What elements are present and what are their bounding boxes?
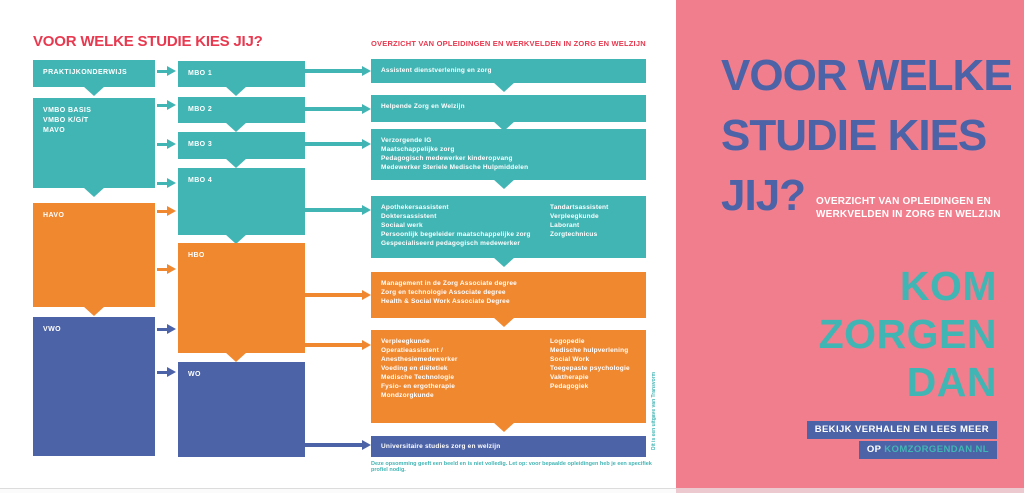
programs-column-header: OVERZICHT VAN OPLEIDINGEN EN WERKVELDEN … xyxy=(371,39,646,48)
arrow-havo-to-hbo xyxy=(157,264,176,274)
program-list-left: Verpleegkunde Operatieassistent / Anesth… xyxy=(381,338,458,399)
level-box-mbo2: MBO 2 xyxy=(178,97,305,132)
down-pointer-icon xyxy=(225,352,247,362)
level-box-mbo3: MBO 3 xyxy=(178,132,305,168)
down-pointer-icon xyxy=(225,158,247,168)
arrowhead-icon xyxy=(362,204,371,215)
program-list: Assistent dienstverlening en zorg xyxy=(381,67,492,74)
cta-url-prefix: OP xyxy=(866,444,885,455)
arrow-havo-to-mbo4 xyxy=(157,206,176,216)
down-pointer-icon xyxy=(225,86,247,96)
program-box-wo: Universitaire studies zorg en welzijn xyxy=(371,436,646,457)
level-box-label: HBO xyxy=(188,252,205,259)
arrowhead-icon xyxy=(167,324,176,334)
level-box-hbo: HBO xyxy=(178,243,305,362)
arrowhead-icon xyxy=(167,264,176,274)
connector-mbo4-programs xyxy=(305,204,371,215)
arrowhead-icon xyxy=(167,100,176,110)
level-box-label: MBO 1 xyxy=(188,70,213,77)
website-link[interactable]: KOMZORGENDAN.NL xyxy=(884,444,989,455)
program-list: Universitaire studies zorg en welzijn xyxy=(381,443,501,450)
down-pointer-icon xyxy=(493,422,515,432)
down-pointer-icon xyxy=(83,187,105,197)
level-box-mbo4: MBO 4 xyxy=(178,168,305,244)
connector-mbo1-programs xyxy=(305,65,371,76)
publisher-credit: Dit is een uitgave van Transvorm xyxy=(651,371,657,450)
school-box-label: PRAKTIJKONDERWIJS xyxy=(43,69,128,76)
arrow-vwo-to-wo xyxy=(157,367,176,377)
down-pointer-icon xyxy=(493,121,515,131)
school-box-label: VWO xyxy=(43,326,61,333)
down-pointer-icon xyxy=(83,306,105,316)
program-box-mbo2: Helpende Zorg en Welzijn xyxy=(371,95,646,131)
program-box-mbo4: Apothekersassistent Doktersassistent Soc… xyxy=(371,196,646,267)
level-box-label: MBO 2 xyxy=(188,106,213,113)
school-box-vwo: VWO xyxy=(33,317,155,456)
down-pointer-icon xyxy=(493,82,515,92)
arrowhead-icon xyxy=(362,65,371,76)
cover-panel: VOOR WELKE STUDIE KIES JIJ? OVERZICHT VA… xyxy=(676,0,1024,488)
page-title: VOOR WELKE STUDIE KIES JIJ? xyxy=(33,33,263,50)
program-box-mbo1: Assistent dienstverlening en zorg xyxy=(371,59,646,92)
arrow-praktijk-to-mbo1 xyxy=(157,66,176,76)
down-pointer-icon xyxy=(493,317,515,327)
cover-title: VOOR WELKE STUDIE KIES JIJ? xyxy=(721,51,1013,220)
arrow-vmbo-to-mbo3 xyxy=(157,139,176,149)
arrowhead-icon xyxy=(362,439,371,450)
connector-wo-programs xyxy=(305,439,371,450)
arrowhead-icon xyxy=(362,138,371,149)
program-list-right: Logopedie Medische hulpverlening Social … xyxy=(550,338,630,390)
arrowhead-icon xyxy=(167,178,176,188)
down-pointer-icon xyxy=(493,179,515,189)
arrowhead-icon xyxy=(362,289,371,300)
panel-bottom-edge xyxy=(676,488,1024,493)
page-bottom-edge xyxy=(0,488,676,493)
down-pointer-icon xyxy=(83,86,105,96)
level-box-mbo1: MBO 1 xyxy=(178,61,305,96)
cta-url-banner: OP KOMZORGENDAN.NL xyxy=(858,441,997,459)
arrowhead-icon xyxy=(362,103,371,114)
level-box-label: MBO 4 xyxy=(188,177,213,184)
program-list: Verzorgende IG Maatschappelijke zorg Ped… xyxy=(381,137,529,171)
connector-hbo-associate-degrees xyxy=(305,289,371,300)
level-box-label: MBO 3 xyxy=(188,141,213,148)
program-list-right: Tandartsassistent Verpleegkunde Laborant… xyxy=(550,204,609,238)
arrow-vmbo-to-mbo2 xyxy=(157,100,176,110)
arrowhead-icon xyxy=(167,367,176,377)
connector-mbo2-programs xyxy=(305,103,371,114)
program-list-left: Apothekersassistent Doktersassistent Soc… xyxy=(381,204,531,247)
school-box-label: VMBO BASIS VMBO K/G/T MAVO xyxy=(43,107,92,134)
arrowhead-icon xyxy=(167,206,176,216)
cover-subtitle: OVERZICHT VAN OPLEIDINGEN EN WERKVELDEN … xyxy=(816,196,1001,220)
cta-banner: BEKIJK VERHALEN EN LEES MEER xyxy=(806,421,997,439)
campaign-wordmark: KOM ZORGEN DAN xyxy=(818,263,997,405)
school-box-praktijkonderwijs: PRAKTIJKONDERWIJS xyxy=(33,60,155,96)
footnote: Deze opsomming geeft een beeld en is nie… xyxy=(371,461,652,473)
arrowhead-icon xyxy=(362,339,371,350)
connector-mbo3-programs xyxy=(305,138,371,149)
school-box-havo: HAVO xyxy=(33,203,155,316)
program-box-associate-degrees: Management in de Zorg Associate degree Z… xyxy=(371,272,646,327)
arrow-vwo-to-hbo xyxy=(157,324,176,334)
level-box-label: WO xyxy=(188,371,201,378)
connector-hbo-programs xyxy=(305,339,371,350)
arrowhead-icon xyxy=(167,139,176,149)
down-pointer-icon xyxy=(493,257,515,267)
program-box-mbo3: Verzorgende IG Maatschappelijke zorg Ped… xyxy=(371,129,646,189)
program-list: Management in de Zorg Associate degree Z… xyxy=(381,280,517,305)
school-box-vmbo: VMBO BASIS VMBO K/G/T MAVO xyxy=(33,98,155,197)
arrowhead-icon xyxy=(167,66,176,76)
level-box-wo: WO xyxy=(178,362,305,457)
program-list: Helpende Zorg en Welzijn xyxy=(381,103,465,110)
down-pointer-icon xyxy=(225,122,247,132)
program-box-hbo: Verpleegkunde Operatieassistent / Anesth… xyxy=(371,330,646,432)
arrow-vmbo-to-mbo4 xyxy=(157,178,176,188)
down-pointer-icon xyxy=(225,234,247,244)
school-box-label: HAVO xyxy=(43,212,65,219)
